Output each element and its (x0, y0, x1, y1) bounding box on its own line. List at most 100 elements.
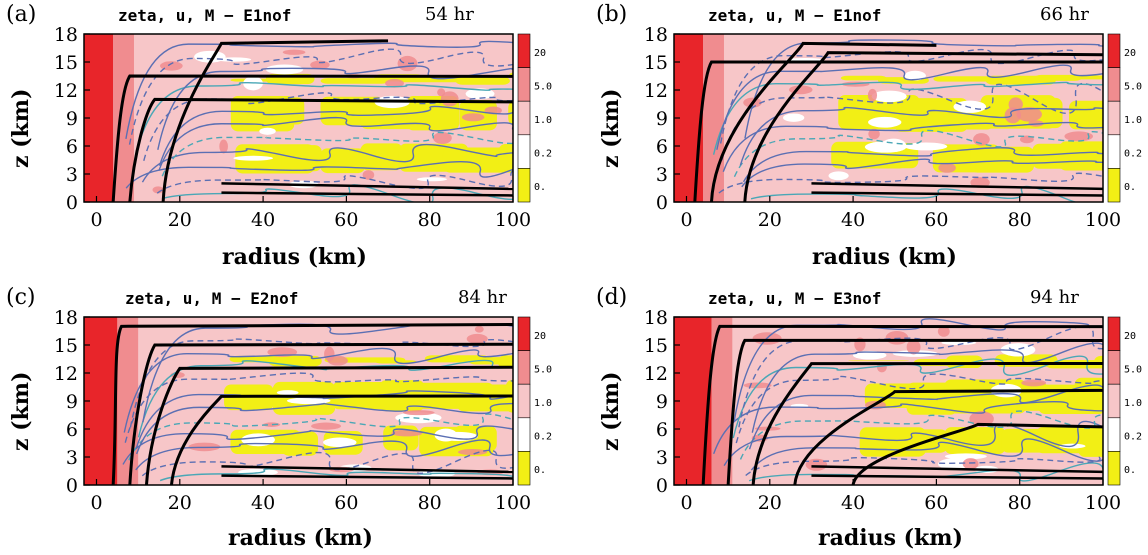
x-tick-label: 100 (1085, 492, 1121, 514)
u-contour (712, 81, 1103, 155)
negative-vorticity-patch (268, 97, 305, 125)
y-tick-label: 0 (656, 475, 668, 497)
u-contour (158, 105, 513, 166)
x-tick-label: 60 (334, 209, 358, 231)
colorbar-label: 20 (1124, 331, 1136, 342)
weak-vorticity-patch (323, 437, 357, 448)
negative-vorticity-patch (281, 431, 319, 456)
u-contour (134, 81, 513, 156)
colorbar-segment (1107, 383, 1121, 419)
u-contour (739, 106, 1103, 166)
x-tick-label: 80 (1008, 492, 1032, 514)
colorbar-segment (517, 100, 531, 136)
colorbar-segment (517, 316, 531, 351)
eyewall-vorticity (703, 34, 724, 202)
moderate-vorticity-patch (466, 333, 488, 344)
y-axis-label: z (km) (8, 88, 34, 169)
x-tick-label: 0 (680, 209, 692, 231)
x-axis-label: radius (km) (818, 525, 963, 551)
negative-vorticity-patch (268, 355, 322, 367)
u-contour (128, 413, 513, 461)
moderate-vorticity-patch (437, 88, 446, 97)
negative-vorticity-patch (442, 147, 513, 173)
panel-title: zeta, u, M − E1nof (708, 6, 882, 25)
u-contour (135, 439, 513, 471)
x-tick-label: 100 (495, 492, 531, 514)
y-tick-label: 6 (66, 419, 78, 441)
colorbar-label: 20 (1124, 48, 1136, 59)
x-tick-label: 20 (168, 209, 192, 231)
weak-vorticity-patch (944, 453, 987, 460)
moderate-vorticity-patch (867, 88, 878, 102)
y-tick-label: 15 (644, 335, 668, 357)
u-contour (125, 40, 513, 139)
eyewall-vorticity (117, 317, 139, 485)
y-tick-label: 18 (644, 24, 668, 46)
y-tick-label: 6 (656, 136, 668, 158)
panel-time: 94 hr (1030, 287, 1079, 308)
colorbar: 20 5.0 1.0 0.2 0. (517, 316, 552, 486)
u-contour (157, 65, 513, 150)
u-contour (723, 420, 1103, 466)
colorbar-segment (1107, 33, 1121, 68)
u-contour (750, 185, 1078, 202)
weak-vorticity-patch (852, 350, 887, 360)
moderate-vorticity-patch (433, 132, 452, 144)
u-contour (123, 347, 513, 433)
y-tick-label: 9 (656, 108, 668, 130)
colorbar-label: 0.2 (534, 432, 552, 443)
y-tick-label: 15 (54, 52, 78, 74)
moderate-vorticity-patch (219, 139, 228, 154)
panel-a: (a) zeta, u, M − E1nof 54 hr 0 20 40 60 80 10… (0, 0, 560, 270)
y-tick-label: 9 (656, 391, 668, 413)
colorbar-segment (517, 33, 531, 68)
y-tick-label: 3 (66, 164, 78, 186)
eyewall-vorticity (711, 317, 733, 485)
angular-momentum-contour (161, 39, 389, 202)
x-tick-label: 0 (680, 492, 692, 514)
contour-plot: 0 20 40 60 80 100 0 3 6 9 12 15 18 20 5.0 1.0 0.2 0. (644, 307, 1142, 514)
negative-vorticity-patch (360, 143, 403, 171)
u-contour (718, 172, 1103, 194)
weak-vorticity-patch (416, 177, 447, 182)
colorbar-label: 5.0 (534, 81, 552, 92)
angular-momentum-contour (811, 191, 1103, 197)
colorbar-segment (1107, 451, 1121, 486)
u-contour (141, 143, 513, 183)
angular-momentum-contour (221, 465, 513, 474)
x-tick-label: 100 (495, 209, 531, 231)
angular-momentum-contour (811, 182, 1103, 191)
colorbar-segment (517, 350, 531, 385)
negative-vorticity-patch (509, 72, 513, 78)
moderate-vorticity-patch (1016, 107, 1042, 122)
y-tick-label: 12 (644, 80, 668, 102)
u-contour (735, 373, 1103, 444)
weak-vorticity-patch (904, 142, 948, 151)
moderate-vorticity-patch (324, 346, 335, 362)
negative-vorticity-patch (1074, 377, 1103, 411)
colorbar-segment (517, 417, 531, 452)
y-tick-label: 15 (644, 52, 668, 74)
x-tick-label: 80 (418, 209, 442, 231)
u-contour (128, 48, 513, 145)
colorbar: 20 5.0 1.0 0.2 0. (517, 33, 552, 203)
x-tick-label: 80 (418, 492, 442, 514)
y-tick-label: 3 (66, 447, 78, 469)
colorbar-label: 0.2 (534, 149, 552, 160)
angular-momentum-contour (128, 97, 513, 202)
y-axis-label: z (km) (8, 371, 34, 452)
angular-momentum-contour (701, 324, 1103, 485)
angular-momentum-contour (111, 74, 513, 202)
plot-area (84, 317, 513, 485)
y-tick-label: 6 (66, 136, 78, 158)
x-tick-label: 100 (1085, 209, 1121, 231)
colorbar: 20 5.0 1.0 0.2 0. (1107, 316, 1142, 486)
u-contour (732, 355, 1103, 439)
colorbar-label: 5.0 (1124, 81, 1142, 92)
x-tick-label: 60 (334, 492, 358, 514)
moderate-vorticity-patch (160, 61, 183, 71)
weak-vorticity-patch (465, 88, 495, 100)
moderate-vorticity-patch (385, 78, 404, 88)
colorbar-segment (1107, 67, 1121, 102)
angular-momentum-contour (851, 422, 1103, 485)
